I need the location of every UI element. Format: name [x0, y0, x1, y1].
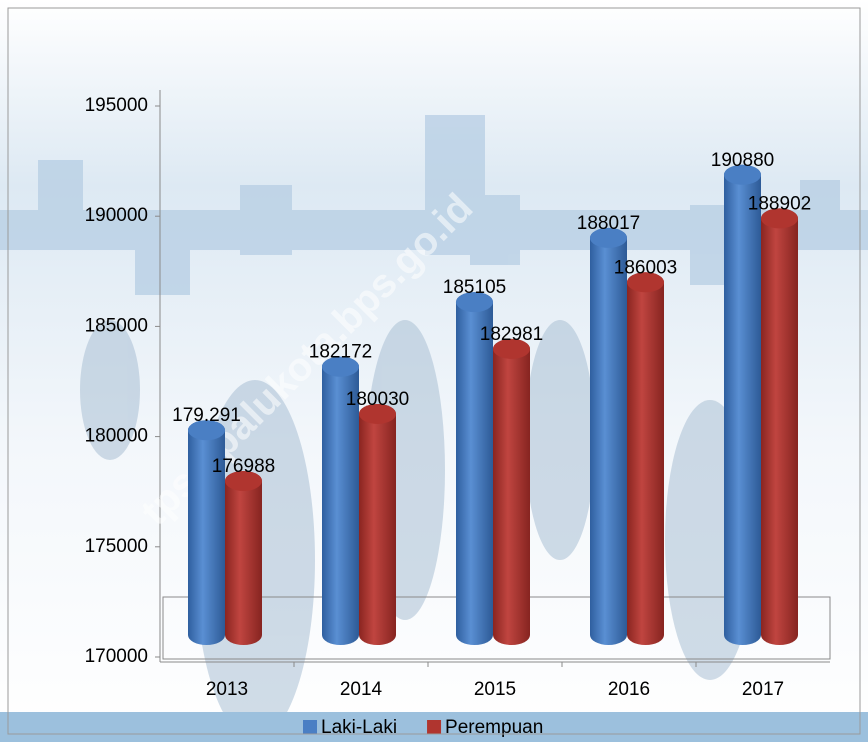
x-tick-label: 2015	[474, 679, 516, 700]
x-tick-label: 2016	[608, 679, 650, 700]
cylinder	[627, 272, 664, 645]
value-label: 186003	[614, 257, 677, 278]
cylinder	[724, 165, 761, 645]
legend-swatch	[427, 720, 441, 734]
legend-label: Perempuan	[445, 717, 543, 738]
legend-label: Laki-Laki	[321, 717, 397, 738]
cylinder	[590, 228, 627, 645]
legend-swatch	[303, 720, 317, 734]
value-label: 180030	[346, 389, 409, 410]
y-tick-label: 170000	[85, 646, 148, 667]
x-tick-label: 2014	[340, 679, 383, 700]
value-label: 185105	[443, 277, 506, 298]
value-label: 188902	[748, 193, 811, 214]
x-tick-label: 2017	[742, 679, 784, 700]
value-label: 188017	[577, 213, 640, 234]
cylinder	[456, 292, 493, 645]
value-label: 182172	[309, 342, 372, 363]
y-tick-label: 185000	[85, 315, 148, 336]
value-label: 182981	[480, 324, 543, 345]
y-tick-label: 190000	[85, 205, 148, 226]
value-label: 190880	[711, 150, 774, 171]
chart: tps://palukota.bps.go.id 170000175000180…	[0, 0, 868, 742]
y-tick-label: 195000	[85, 95, 148, 116]
y-tick-label: 180000	[85, 426, 148, 447]
x-tick-label: 2013	[206, 679, 248, 700]
cylinder	[359, 404, 396, 645]
value-label: 179.291	[172, 405, 241, 426]
value-label: 176988	[212, 456, 275, 477]
cylinder	[761, 208, 798, 645]
y-tick-label: 175000	[85, 536, 148, 557]
cylinder	[225, 471, 262, 645]
cylinder	[493, 339, 530, 645]
cylinder	[188, 420, 225, 645]
